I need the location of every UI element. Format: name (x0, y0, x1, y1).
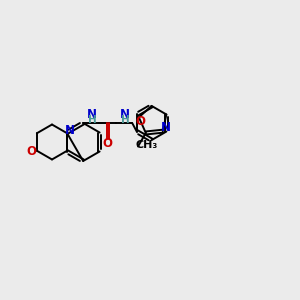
Text: O: O (136, 115, 146, 128)
Text: H: H (121, 115, 130, 125)
Text: CH₃: CH₃ (136, 140, 158, 151)
Text: N: N (161, 121, 171, 134)
Text: H: H (88, 115, 97, 125)
Text: N: N (65, 124, 75, 137)
Text: O: O (103, 137, 113, 150)
Text: O: O (27, 145, 37, 158)
Text: N: N (120, 109, 130, 122)
Text: N: N (87, 109, 97, 122)
